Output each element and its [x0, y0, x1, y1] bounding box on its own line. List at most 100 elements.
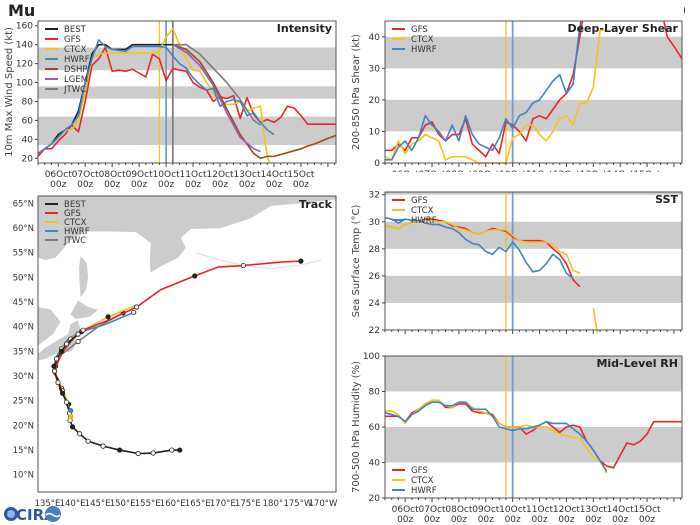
x-tick-label: 09Oct — [126, 170, 153, 180]
y-tick-label: 32 — [369, 191, 380, 201]
lat-tick-label: 65°N — [13, 199, 34, 209]
shaded-band — [38, 116, 336, 146]
lon-tick-label: 160°E — [160, 499, 186, 509]
lon-tick-label: 135°E — [35, 499, 61, 509]
legend-label: JTWC — [63, 85, 86, 95]
y-tick-label: 0 — [374, 159, 380, 169]
track-marker — [134, 304, 140, 310]
lat-tick-label: 55°N — [13, 249, 34, 259]
land-korea-coast — [38, 307, 61, 346]
x-tick-label: 07Oct — [419, 505, 446, 515]
y-tick-label: 60 — [369, 423, 381, 433]
axes-frame — [37, 195, 337, 493]
lon-tick-label: 175°E — [235, 499, 261, 509]
panel-shear: 01020304006Oct00z07Oct00z08Oct00z09Oct00… — [351, 1, 684, 190]
panel-title: Mid-Level RH — [596, 357, 678, 370]
y-axis-label: 700-500 hPa Humidity (%) — [351, 361, 362, 493]
lon-tick-label: 150°E — [110, 499, 136, 509]
lat-tick-label: 25°N — [13, 397, 34, 407]
series-jtwc — [172, 43, 261, 126]
shaded-band — [385, 192, 682, 195]
x-tick-label: 14Oct — [607, 505, 634, 515]
x-tick-label-hour: 00z — [612, 515, 628, 525]
x-tick-label: 14Oct — [260, 170, 287, 180]
wave-icon — [45, 506, 61, 522]
series-ctcx-tail — [592, 308, 599, 333]
x-tick-label-hour: 00z — [505, 515, 521, 525]
axes-frame — [37, 20, 337, 164]
track-marker — [298, 258, 304, 264]
x-tick-label: 11Oct — [180, 170, 207, 180]
x-tick-label-hour: 00z — [293, 180, 309, 190]
series-hwrf — [385, 17, 583, 161]
track-marker — [63, 399, 70, 405]
track-marker — [75, 338, 81, 345]
lon-tick-label: 165°E — [185, 499, 211, 509]
legend-label: CTCX — [411, 35, 434, 45]
x-tick-label-hour: 00z — [478, 515, 494, 525]
lat-tick-label: 35°N — [13, 347, 34, 357]
y-tick-label: 100 — [363, 352, 380, 362]
x-tick-label: 10Oct — [153, 170, 180, 180]
x-tick-label: 06Oct — [45, 170, 72, 180]
x-tick-label: 10Oct — [499, 505, 526, 515]
legend-label: CTCX — [411, 206, 434, 216]
mask — [383, 1, 684, 21]
y-tick-label: 24 — [369, 299, 381, 309]
y-tick-label: 60 — [22, 116, 34, 126]
panel-rh: 2040608010006Oct00z07Oct00z08Oct00z09Oct… — [351, 336, 684, 525]
lat-tick-label: 40°N — [13, 323, 34, 333]
y-tick-label: 40 — [369, 459, 381, 469]
x-tick-label-hour: 00z — [639, 515, 655, 525]
lat-tick-label: 10°N — [13, 471, 34, 481]
track-marker — [58, 348, 65, 354]
map-land — [38, 196, 336, 361]
x-tick-label: 09Oct — [472, 505, 499, 515]
legend-label: LGEM — [64, 75, 88, 85]
axes-frame — [384, 20, 683, 164]
legend-label: GFS — [411, 25, 428, 35]
lon-tick-label: 170°W — [309, 499, 338, 509]
track-marker — [105, 314, 111, 320]
legend-label: BEST — [64, 200, 87, 210]
y-tick-label: 30 — [369, 64, 381, 74]
track-marker — [192, 273, 198, 279]
lat-tick-label: 30°N — [13, 372, 34, 382]
x-tick-label: 06Oct — [392, 505, 419, 515]
track-marker — [117, 447, 123, 453]
land-siberia — [38, 196, 336, 273]
series-hwrf — [37, 39, 275, 155]
track-hwrf — [53, 311, 134, 411]
mask — [383, 336, 684, 356]
panel-title: SST — [655, 193, 678, 206]
land-aleutians — [195, 252, 322, 270]
lat-tick-label: 60°N — [13, 224, 34, 234]
x-tick-label-hour: 00z — [397, 515, 413, 525]
panel-title: Track — [299, 198, 333, 211]
legend-label: HWRF — [411, 45, 437, 55]
x-tick-label-hour: 00z — [77, 180, 93, 190]
legend-label: HWRF — [64, 55, 90, 65]
x-tick-label-hour: 00z — [531, 515, 547, 525]
lat-tick-label: 20°N — [13, 421, 34, 431]
series-hwrf — [384, 216, 574, 280]
y-tick-label: 40 — [369, 33, 381, 43]
cira-logo: CIRA — [4, 506, 61, 524]
legend-label: BEST — [64, 25, 87, 35]
shaded-band — [385, 221, 682, 249]
x-tick-label-hour: 00z — [451, 515, 467, 525]
x-tick-label-hour: 00z — [424, 515, 440, 525]
legend-label: HWRF — [411, 486, 437, 496]
series-gfs — [37, 46, 336, 157]
lon-tick-label: 145°E — [85, 499, 111, 509]
y-tick-label: 30 — [369, 218, 381, 228]
x-tick-label-hour: 00z — [131, 180, 147, 190]
x-tick-label-hour: 00z — [585, 515, 601, 525]
legend-label: HWRF — [411, 216, 437, 226]
lon-tick-label: 155°E — [135, 499, 161, 509]
x-tick-label: 15Oct — [287, 170, 314, 180]
x-tick-label-hour: 00z — [104, 180, 120, 190]
track-marker — [80, 327, 86, 333]
x-tick-label-hour: 00z — [50, 180, 66, 190]
mask — [36, 1, 338, 21]
